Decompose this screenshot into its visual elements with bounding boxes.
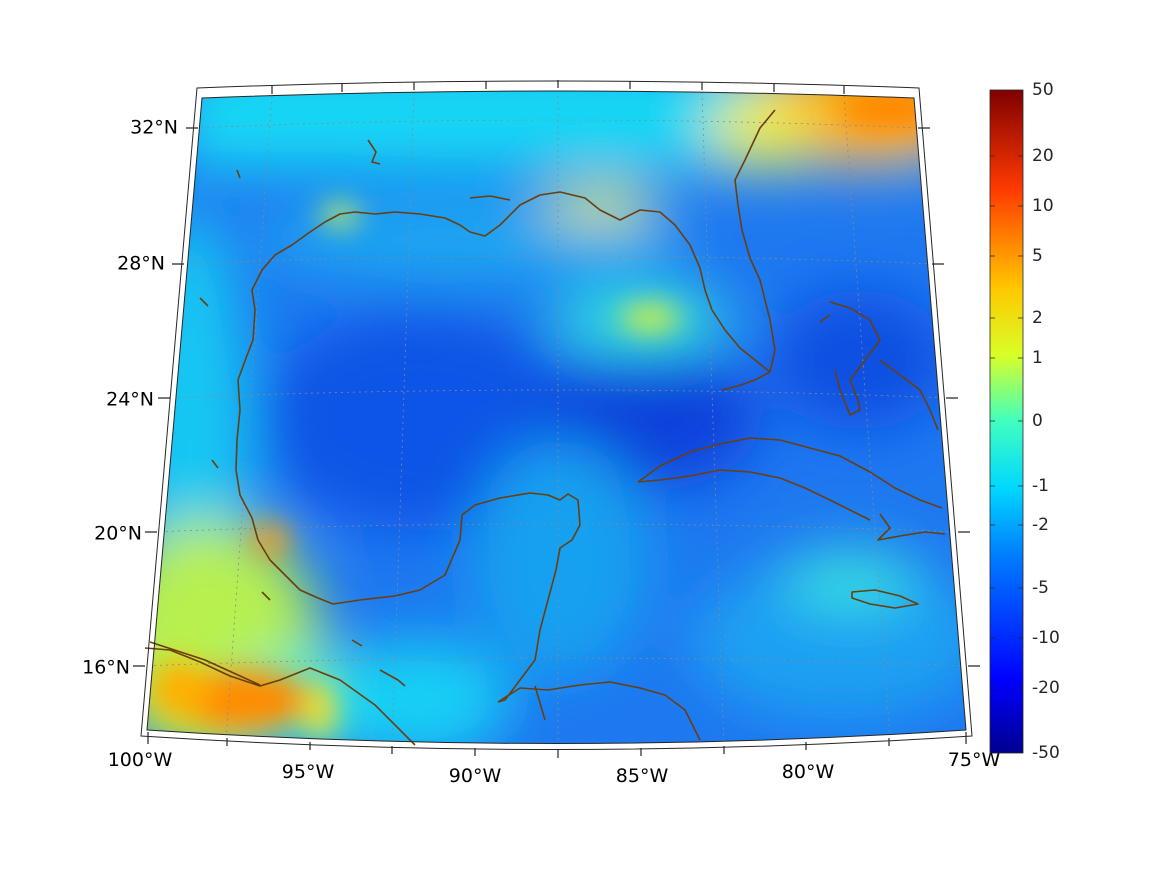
colorbar-tick-label: 5	[1032, 246, 1043, 266]
lon-label: 95°W	[282, 761, 335, 783]
lat-label: 28°N	[117, 253, 165, 275]
colorbar-tick-label: -20	[1032, 678, 1060, 698]
colorbar-tick-label: 2	[1032, 308, 1043, 328]
colorbar-tick-label: -5	[1032, 578, 1049, 598]
lat-label: 32°N	[130, 117, 178, 139]
lon-label: 100°W	[108, 749, 173, 771]
graticule	[147, 91, 966, 744]
colorbar-tick-label: 10	[1032, 196, 1054, 216]
lat-label: 16°N	[82, 657, 130, 679]
colorbar-gradient	[989, 89, 1024, 754]
map-frame	[140, 80, 973, 750]
colorbar-labels: 50 20 10 5 2 1 0 -1 -2 -5 -10 -20 -50	[1032, 80, 1060, 763]
coastlines	[144, 109, 946, 746]
coastline-bahamas	[819, 301, 939, 431]
colorbar-tick-label: -1	[1032, 476, 1049, 496]
coastline-florida-keys	[721, 371, 771, 391]
data-field	[147, 91, 966, 744]
colorbar-ticks	[990, 155, 1023, 689]
colorbar-tick-label: 0	[1032, 411, 1043, 431]
coastline-islands	[199, 139, 511, 687]
coastline-mexico-west	[235, 211, 356, 605]
coastline-us-gulf	[354, 109, 776, 373]
frame-ticks	[133, 80, 980, 758]
lon-label: 90°W	[449, 765, 502, 787]
colorbar: 50 20 10 5 2 1 0 -1 -2 -5 -10 -20 -50	[989, 80, 1060, 763]
coastline-jamaica	[851, 589, 919, 609]
lon-label: 80°W	[782, 761, 835, 783]
longitude-labels: 100°W 95°W 90°W 85°W 80°W 75°W	[108, 749, 1001, 787]
colorbar-tick-label: 50	[1032, 80, 1054, 100]
colorbar-tick-label: 1	[1032, 348, 1043, 368]
colorbar-tick-label: -50	[1032, 743, 1060, 763]
lon-label: 85°W	[616, 765, 669, 787]
colorbar-tick-label: -2	[1032, 515, 1049, 535]
lon-label: 75°W	[948, 749, 1001, 771]
coastline-gulf-us-mexico	[144, 492, 581, 746]
colorbar-tick-label: -10	[1032, 628, 1060, 648]
latitude-labels: 32°N 28°N 24°N 20°N 16°N	[82, 117, 178, 679]
lat-label: 24°N	[106, 389, 154, 411]
coastline-hispaniola	[877, 513, 946, 541]
lat-label: 20°N	[94, 523, 142, 545]
coastline-cuba	[637, 437, 943, 521]
coastline-central-america	[497, 681, 701, 741]
colorbar-tick-label: 20	[1032, 146, 1054, 166]
